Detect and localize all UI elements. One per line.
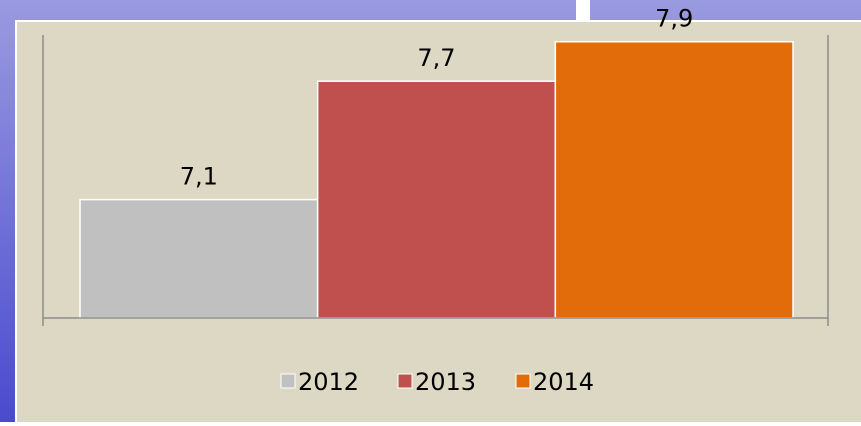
legend-swatch xyxy=(280,373,296,389)
bars: 7,1 7,7 7,9 xyxy=(79,5,794,319)
data-label: 7,9 xyxy=(655,5,693,33)
legend: 2012 2013 2014 xyxy=(280,368,594,396)
tab xyxy=(576,0,590,22)
bar xyxy=(554,40,794,319)
legend-label: 2014 xyxy=(533,368,594,396)
legend-label: 2013 xyxy=(415,368,476,396)
data-label: 7,7 xyxy=(417,44,455,72)
legend-swatch xyxy=(515,373,531,389)
legend-swatch xyxy=(397,373,413,389)
data-label: 7,1 xyxy=(180,163,218,191)
bar xyxy=(316,80,557,319)
bar xyxy=(79,198,319,319)
legend-label: 2012 xyxy=(298,368,359,396)
